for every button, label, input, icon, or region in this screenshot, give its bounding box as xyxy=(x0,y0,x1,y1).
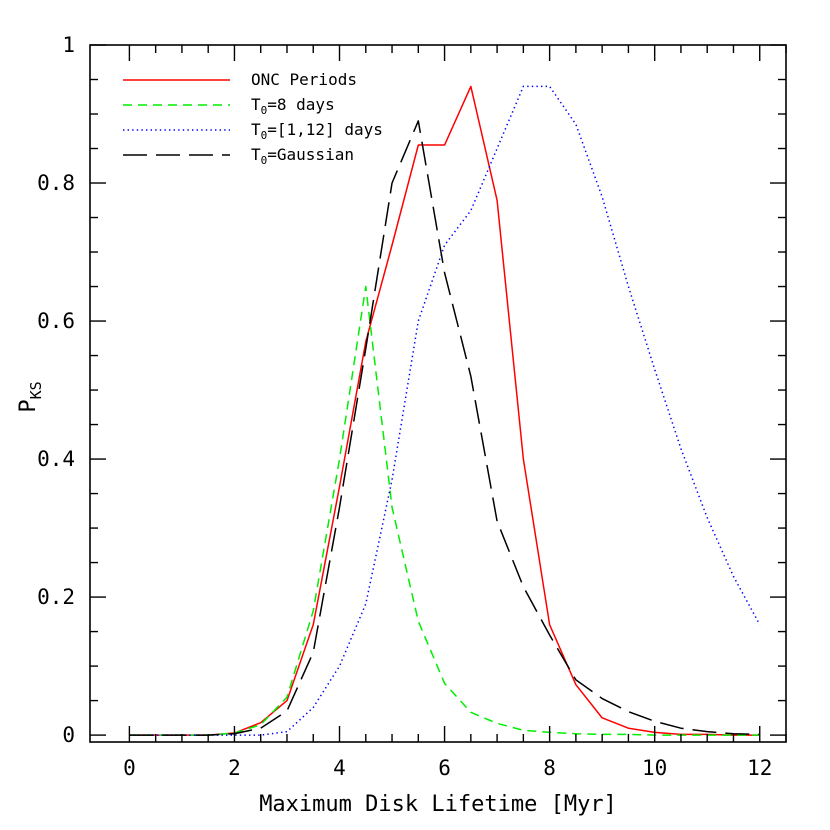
legend-label-1: T0=8 days xyxy=(251,95,335,117)
x-tick-label: 8 xyxy=(543,756,556,780)
legend-label-rest: =8 days xyxy=(267,95,334,114)
y-tick-label: 0.4 xyxy=(37,447,75,471)
legend-label-rest: =Gaussian xyxy=(267,145,354,164)
legend-label-sub: 0 xyxy=(261,154,268,167)
legend-label-prefix: T xyxy=(251,95,261,114)
plot-frame xyxy=(89,44,787,743)
y-axis-title: PKS xyxy=(16,381,45,412)
x-tick-label: 0 xyxy=(123,756,136,780)
series-line-1 xyxy=(129,285,760,736)
y-axis-title-sub: KS xyxy=(27,381,45,399)
series-line-2 xyxy=(129,85,761,736)
x-tick-label: 12 xyxy=(747,756,772,780)
legend-label-sub: 0 xyxy=(261,129,268,142)
legend-label-3: T0=Gaussian xyxy=(251,145,354,167)
series-line-0 xyxy=(129,85,760,736)
legend-label-rest: =[1,12] days xyxy=(267,120,383,139)
x-axis-title: Maximum Disk Lifetime [Myr] xyxy=(259,792,617,817)
x-tick-label: 6 xyxy=(438,756,451,780)
legend-label-prefix: T xyxy=(251,145,261,164)
y-tick-label: 0.8 xyxy=(37,171,75,195)
plot-series-layer xyxy=(129,85,761,736)
legend-label-rest: ONC Periods xyxy=(251,70,357,89)
legend-label-0: ONC Periods xyxy=(251,70,357,89)
legend-label-prefix: T xyxy=(251,120,261,139)
y-axis-title-main: P xyxy=(16,399,41,412)
tick-layer xyxy=(90,44,787,742)
y-tick-label: 0 xyxy=(62,723,75,747)
y-tick-label: 0.6 xyxy=(37,309,75,333)
legend-label-sub: 0 xyxy=(261,104,268,117)
x-tick-label: 4 xyxy=(333,756,346,780)
y-tick-label: 0.2 xyxy=(37,585,75,609)
legend-label-2: T0=[1,12] days xyxy=(251,120,383,142)
series-line-3 xyxy=(129,120,760,736)
tick-label-layer: 0 2 4 6 8 10 12 0 0.2 0.4 0.6 0.8 1 xyxy=(37,33,772,780)
y-tick-label: 1 xyxy=(62,33,75,57)
x-tick-label: 10 xyxy=(642,756,667,780)
x-tick-label: 2 xyxy=(228,756,241,780)
